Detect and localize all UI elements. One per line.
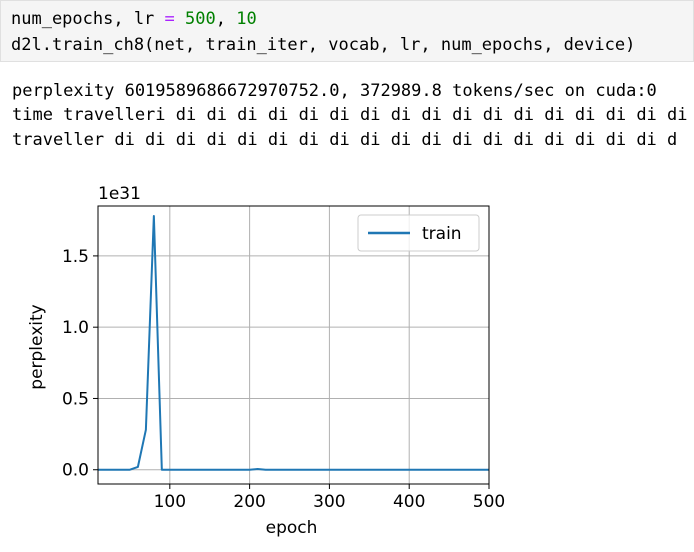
y-tick-label: 1.0: [62, 318, 89, 338]
output-line-1: perplexity 6019589686672970752.0, 372989…: [12, 81, 657, 101]
output-line-3: traveller di di di di di di di di di di …: [12, 130, 678, 150]
code-line-1: num_epochs, lr = 500, 10: [11, 8, 257, 30]
legend-box: [357, 214, 480, 252]
code-token: num_epochs, lr: [11, 9, 165, 29]
output-line-2: time travelleri di di di di di di di di …: [12, 105, 688, 125]
y-tick-label: 1.5: [62, 247, 89, 267]
plot-frame: [97, 205, 490, 485]
x-tick-label: 200: [233, 492, 265, 512]
y-tick-label: 0.5: [62, 389, 89, 409]
code-number: 10: [236, 9, 257, 29]
x-tick-label: 300: [313, 492, 345, 512]
code-token: ,: [215, 9, 237, 29]
x-tick-label: 100: [154, 492, 186, 512]
code-line-2: d2l.train_ch8(net, train_iter, vocab, lr…: [11, 35, 636, 55]
y-offset-label: 1e31: [98, 184, 141, 204]
code-token: [175, 9, 185, 29]
y-axis-label: perplexity: [27, 304, 47, 389]
code-cell[interactable]: num_epochs, lr = 500, 10 d2l.train_ch8(n…: [0, 0, 694, 62]
x-tick-label: 500: [473, 492, 505, 512]
code-operator: =: [164, 9, 175, 29]
x-tick-label: 400: [393, 492, 425, 512]
code-number: 500: [185, 9, 216, 29]
train-series-line: [98, 214, 489, 471]
legend-label: train: [422, 224, 462, 244]
perplexity-chart: 100 200 300 400 500 0.0 0.5 1.0 1.5 1e31 epoch perp…: [27, 184, 505, 538]
x-axis-label: epoch: [266, 518, 318, 538]
y-tick-label: 0.0: [62, 461, 89, 481]
